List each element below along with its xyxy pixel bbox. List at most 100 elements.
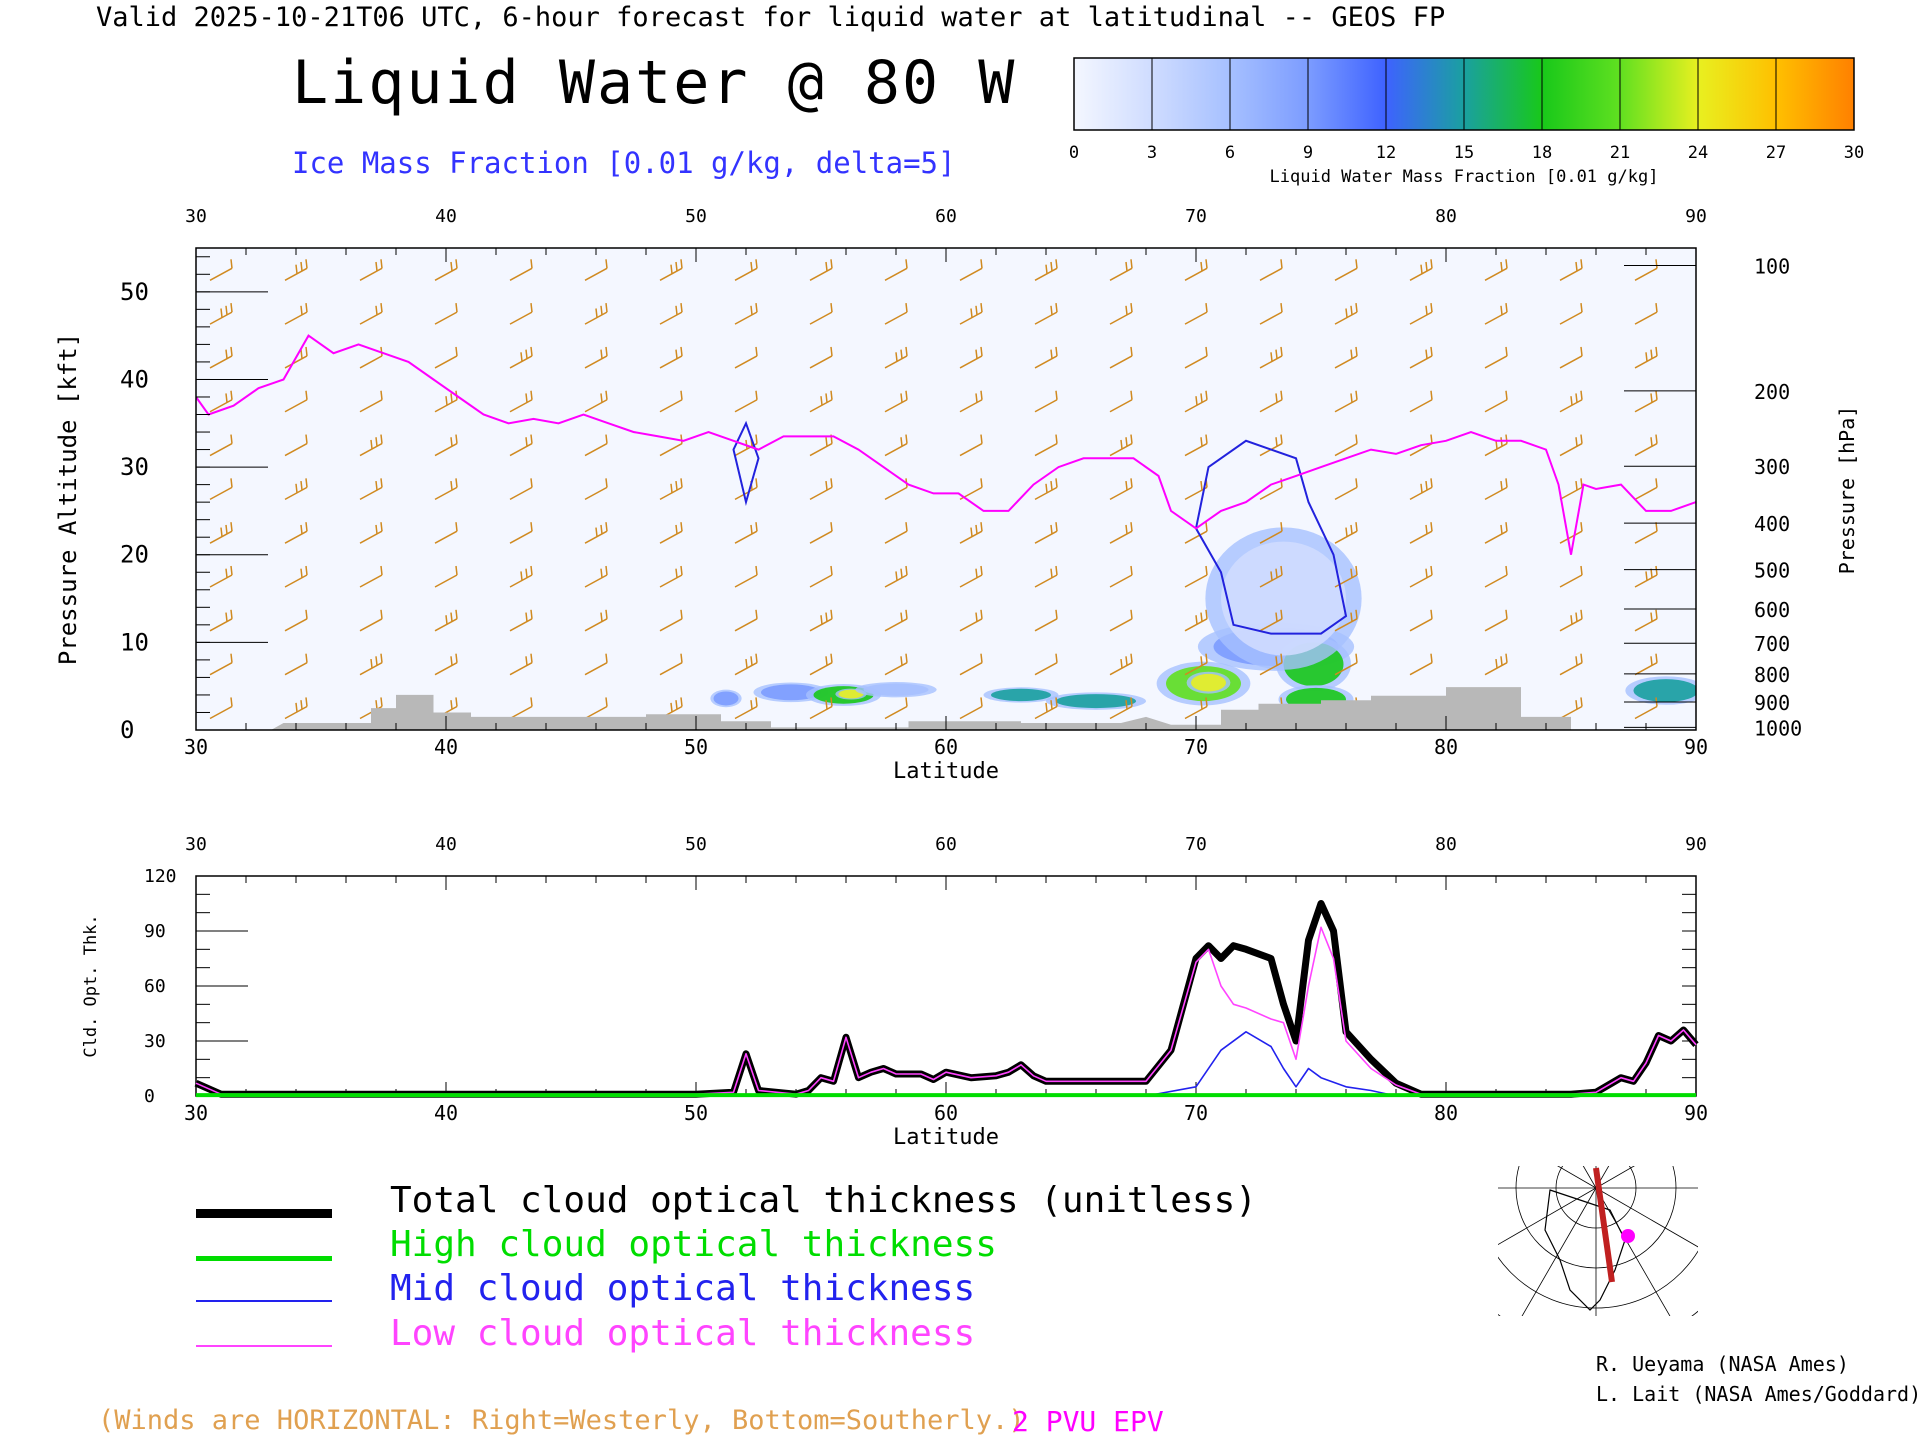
wind-barb-shaft [1559, 705, 1583, 720]
wind-barb-shaft [1484, 661, 1508, 676]
legend-line-total [196, 1209, 332, 1218]
wind-barb-shaft [1184, 311, 1208, 325]
wind-barb-feather [1055, 653, 1058, 663]
wind-barb [509, 303, 533, 325]
wind-barb [509, 390, 533, 413]
wind-barb-feather [230, 434, 233, 444]
wind-barb [584, 478, 608, 501]
wind-barb [1409, 434, 1433, 457]
wind-barb-feather [380, 259, 383, 269]
wind-barb-feather [1205, 434, 1208, 444]
wind-barb-feather [1280, 390, 1283, 400]
wind-barb [359, 565, 383, 588]
wind-barb-feather [1655, 303, 1658, 313]
wind-barb-shaft [209, 267, 233, 281]
wind-barb-feather [1420, 483, 1423, 493]
wind-barb-feather [680, 346, 683, 357]
wind-barb-feather [380, 653, 383, 663]
wind-barb-shaft [1259, 267, 1283, 281]
wind-barb-feather [1205, 609, 1208, 619]
wind-barb-shaft [584, 267, 608, 281]
wind-barb-shaft [1109, 442, 1133, 457]
wind-barb-shaft [584, 574, 608, 588]
wind-barb [809, 390, 833, 413]
wind-barb-shaft [1034, 355, 1058, 369]
wind-barb-shaft [359, 618, 383, 632]
wind-barb-feather [455, 522, 458, 532]
wind-barb-feather [380, 697, 383, 707]
wind-barb-feather [1655, 434, 1658, 444]
wind-barb [1034, 522, 1058, 544]
y-tick-label: 20 [120, 541, 149, 569]
wind-barb-feather [1570, 615, 1573, 625]
wind-barb-feather [1205, 303, 1208, 313]
wind-barb-feather [900, 437, 903, 447]
x-tick-label: 90 [1684, 1101, 1708, 1125]
wind-barb-feather [520, 352, 523, 362]
wind-barb-feather [980, 259, 983, 269]
wind-barb-feather [980, 697, 983, 707]
wind-barb [1409, 565, 1433, 588]
wind-barb-shaft [1109, 661, 1133, 676]
wind-barb-feather [1505, 522, 1508, 532]
wind-barb-shaft [1109, 618, 1133, 632]
y-axis-label: Cld. Opt. Thk. [81, 914, 101, 1057]
wind-barb [509, 346, 533, 369]
wind-barb-feather [680, 565, 683, 576]
wind-barb-feather [225, 524, 228, 534]
wind-barb [1484, 522, 1508, 544]
wind-barb [659, 434, 683, 457]
wind-barb [359, 303, 383, 325]
wind-barb-feather [530, 390, 533, 400]
wind-barb-feather [230, 522, 233, 532]
wind-barb-feather [750, 305, 753, 315]
wind-barb-feather [1580, 259, 1583, 269]
wind-barb-feather [1120, 439, 1123, 450]
wind-barb-feather [1505, 434, 1508, 444]
wind-barb-shaft [1184, 267, 1208, 281]
wind-barb-shaft [359, 574, 383, 588]
wind-barb [1184, 522, 1208, 544]
x-tick-label: 60 [934, 1101, 958, 1125]
wind-barb-shaft [359, 661, 383, 676]
wind-barb-feather [1355, 478, 1358, 488]
wind-barb [434, 522, 458, 544]
wind-barb-feather [830, 653, 833, 663]
wind-barb [1109, 434, 1133, 457]
wind-barb-feather [1650, 656, 1653, 666]
globe-meridian [1595, 1187, 1698, 1248]
wind-barb [509, 434, 533, 457]
wind-barb-shaft [359, 267, 383, 281]
wind-barb [359, 346, 383, 369]
wind-barb [1559, 609, 1583, 632]
wind-barb-feather [1130, 434, 1133, 444]
wind-barb-feather [1500, 480, 1503, 491]
wind-barb-feather [530, 522, 533, 532]
wind-barb-feather [1425, 480, 1428, 491]
x-tick-label-top: 90 [1685, 206, 1707, 227]
wind-barb-feather [225, 305, 228, 315]
wind-barb-shaft [1634, 486, 1658, 501]
legend-line-low [196, 1345, 332, 1347]
wind-barb-feather [455, 303, 458, 313]
wind-barb-feather [1645, 571, 1648, 581]
y-tick-label: 90 [144, 921, 166, 942]
wind-barb-feather [600, 393, 603, 403]
wind-barb [284, 478, 308, 501]
wind-barb-feather [1425, 524, 1428, 534]
wind-barb [1334, 653, 1358, 676]
wind-barb-feather [525, 437, 528, 447]
pressure-tick-label: 700 [1754, 632, 1790, 656]
wind-barb [809, 653, 833, 676]
colorbar-segment [1620, 58, 1698, 130]
wind-barb-feather [1580, 565, 1583, 576]
continent-outline [1544, 1189, 1626, 1311]
wind-barb-feather [1420, 264, 1423, 274]
wind-barb-feather [605, 478, 608, 488]
wind-barb-feather [825, 437, 828, 447]
y-tick-label: 50 [120, 278, 149, 306]
wind-barb-feather [980, 303, 983, 313]
wind-barb [1034, 653, 1058, 676]
wind-barb-shaft [1034, 267, 1058, 281]
colorbar-segment [1464, 58, 1542, 130]
